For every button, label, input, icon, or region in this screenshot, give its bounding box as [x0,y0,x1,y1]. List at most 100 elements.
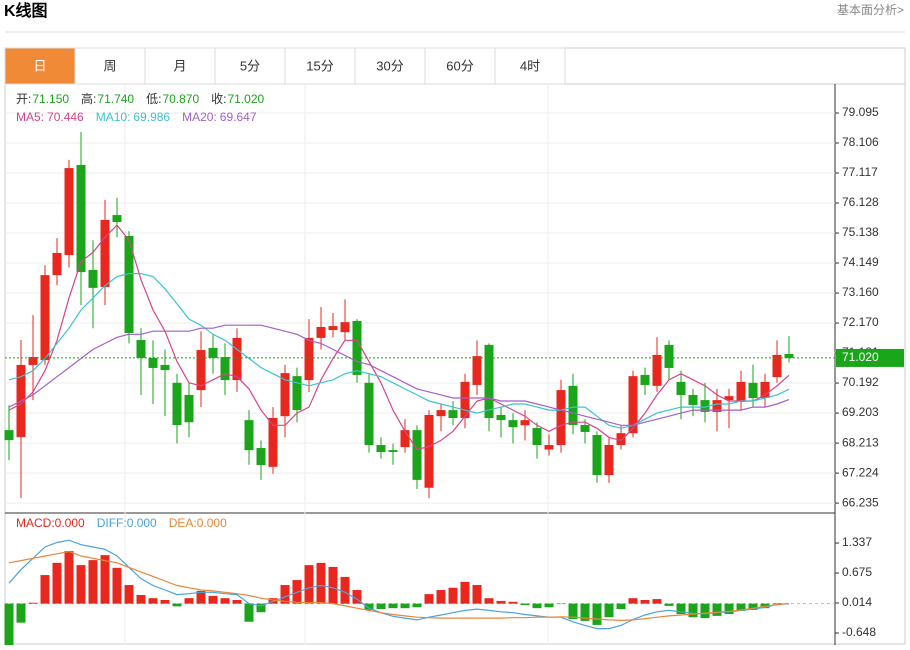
legend-name: DIFF: [97,516,127,530]
macd-bar [149,598,158,603]
candle-body [317,327,326,338]
legend-name: DEA: [169,516,197,530]
y-tick-label: 1.337 [842,535,872,549]
candle-body [185,395,194,422]
y-tick-label: 74.149 [842,255,879,269]
candle-body [749,383,758,398]
y-tick-label: 78.106 [842,135,879,149]
macd-bar [509,602,518,604]
macd-bar [77,565,86,604]
legend-value: 69.647 [220,110,257,124]
candle-body [569,386,578,425]
candle-body [41,275,50,360]
candle-body [173,383,182,425]
macd-bar [305,565,314,604]
macd-bar [17,604,26,623]
macd-bar [41,575,50,604]
macd-bar [161,600,170,604]
macd-bar [209,596,218,604]
tab-label[interactable]: 周 [103,58,116,73]
candle-body [113,215,122,222]
legend-value: 0.000 [127,516,157,530]
candle-body [533,428,542,445]
link[interactable]: 基本面分析> [837,3,904,17]
macd-bar [653,599,662,604]
candle-body [377,445,386,452]
candle-body [437,410,446,416]
macd-bar [593,604,602,625]
legend-value: 0.000 [197,516,227,530]
macd-bar [101,555,110,603]
macd-bar [605,604,614,618]
y-tick-label: 67.224 [842,465,879,479]
tab-label[interactable]: 5分 [240,58,260,73]
y-tick-label: 77.117 [842,165,878,179]
macd-bar [113,568,122,604]
candle-body [677,382,686,395]
tab-label[interactable]: 4时 [520,58,540,73]
candle-body [5,430,14,440]
legend-value: 71.020 [227,92,264,106]
macd-bar [53,563,62,604]
candle-body [449,410,458,418]
legend-value: 0.000 [55,516,85,530]
macd-bar [329,567,338,604]
y-tick-label: -0.648 [842,625,876,639]
macd-bar [641,600,650,604]
candle-body [137,340,146,358]
y-tick-label: 68.213 [842,435,879,449]
candle-body [557,390,566,445]
y-tick-label: 69.203 [842,405,879,419]
y-tick-label: 75.138 [842,225,879,239]
legend-value: 70.446 [47,110,84,124]
tab-label[interactable]: 15分 [306,58,333,73]
legend-name: 开: [16,92,31,106]
tab-label[interactable]: 60分 [446,58,473,73]
macd-bar [89,560,98,604]
legend-name: 低: [146,92,161,106]
candle-body [365,383,374,445]
tab-label[interactable]: 日 [33,58,46,73]
candle-body [497,415,506,420]
macd-bar [713,604,722,616]
candle-body [605,445,614,475]
legend-value: 69.986 [133,110,170,124]
macd-bar [401,604,410,609]
candle-body [233,338,242,380]
tab-label[interactable]: 月 [173,58,186,73]
candle-body [593,435,602,475]
macd-bar [449,588,458,604]
page-title: K线图 [4,1,48,20]
candle-body [521,420,530,425]
candle-body [209,348,218,358]
candle-body [329,326,338,330]
line [9,325,789,425]
macd-bar [473,585,482,604]
candle-body [665,345,674,368]
macd-bar [185,598,194,603]
candle-body [509,420,518,427]
macd-bar [617,604,626,609]
candle-body [53,253,62,275]
y-tick-label: 72.170 [842,315,879,329]
macd-bar [233,600,242,604]
legend-name: MA10: [96,110,131,124]
candle-body [245,420,254,450]
macd-bar [545,604,554,608]
candle-body [77,165,86,272]
candle-body [545,445,554,450]
macd-bar [5,604,14,645]
candle-body [293,376,302,410]
macd-bar [461,582,470,604]
macd-bar [173,604,182,607]
y-tick-label: 66.235 [842,495,879,509]
candle-body [101,220,110,287]
macd-bar [29,603,38,604]
macd-bar [245,604,254,622]
candle-body [305,338,314,380]
candle-body [65,168,74,255]
tab-label[interactable]: 30分 [376,58,403,73]
